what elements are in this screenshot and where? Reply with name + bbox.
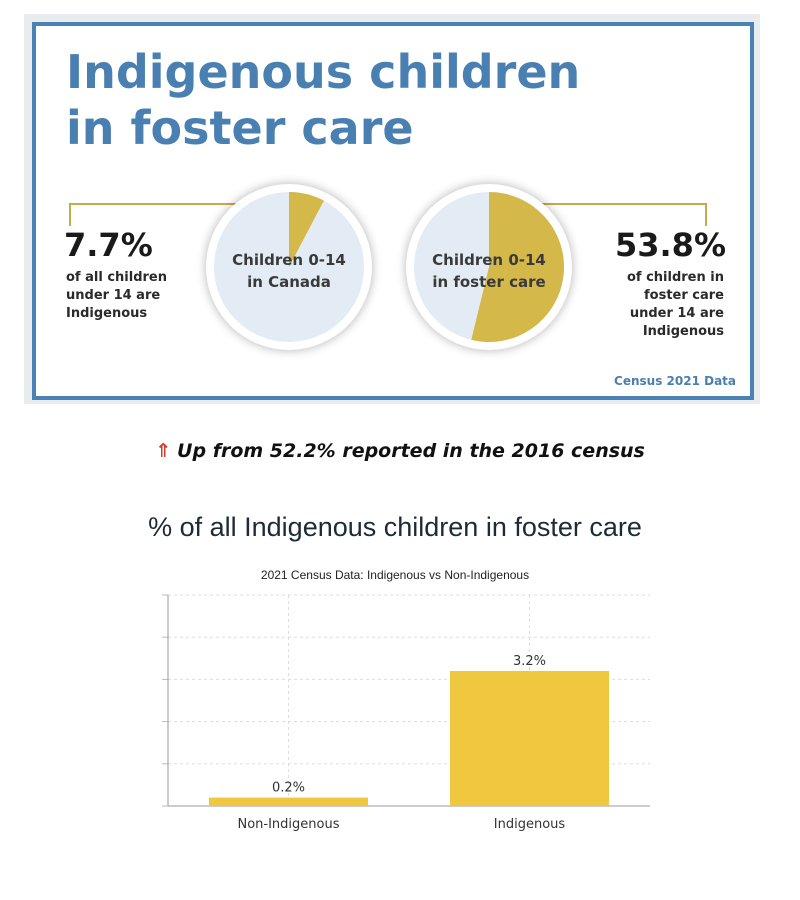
right-stat-percent: 53.8%	[614, 226, 726, 264]
left-stat-line-2: under 14 are	[66, 288, 161, 303]
left-stat-line-3: Indigenous	[66, 306, 148, 321]
foster-pie-label-line-1: Children 0-14	[432, 251, 546, 269]
infographic-frame: Indigenous children in foster care 7.7% …	[32, 22, 754, 400]
infographic-title: Indigenous children in foster care	[66, 45, 581, 155]
leader-lines	[69, 203, 707, 226]
bar-indigenous	[449, 670, 610, 806]
left-stat-line-1: of all children	[66, 270, 167, 285]
source-note: Census 2021 Data	[614, 374, 736, 388]
canada-pie-label-line-2: in Canada	[247, 273, 331, 291]
bar-non-indigenous	[208, 797, 369, 806]
right-stat-line-4: Indigenous	[642, 324, 724, 339]
x-tick-label: Indigenous	[494, 817, 566, 832]
update-note: ⇑ Up from 52.2% reported in the 2016 cens…	[0, 440, 800, 462]
bar-chart: 0.2% Non-Indigenous 3.2% Indigenous	[162, 594, 650, 832]
right-stat-line-3: under 14 are	[629, 306, 724, 321]
foster-care-pie-chart: Children 0-14 in foster care	[406, 184, 572, 350]
foster-pie-indigenous-slice	[471, 192, 564, 342]
bar-value-label: 3.2%	[513, 654, 546, 669]
canada-pie-label-line-1: Children 0-14	[232, 251, 346, 269]
right-stat-line-2: foster care	[644, 288, 724, 303]
update-note-text: Up from 52.2% reported in the 2016 censu…	[177, 440, 645, 462]
right-leader-line	[536, 203, 707, 226]
up-arrow-icon: ⇑	[155, 440, 172, 462]
x-tick-label: Non-Indigenous	[237, 817, 339, 832]
foster-pie-label-line-2: in foster care	[432, 273, 546, 291]
bar-value-label: 0.2%	[272, 781, 305, 796]
chart-heading: % of all Indigenous children in foster c…	[148, 512, 642, 542]
left-leader-line	[69, 203, 306, 226]
infographic-panel: Indigenous children in foster care 7.7% …	[24, 14, 760, 404]
left-stat-percent: 7.7%	[64, 226, 153, 264]
right-stat-line-1: of children in	[626, 270, 724, 285]
canada-pie-chart: Children 0-14 in Canada	[206, 184, 372, 350]
canada-pie-indigenous-slice	[289, 192, 324, 267]
chart-subtitle: 2021 Census Data: Indigenous vs Non-Indi…	[260, 568, 530, 582]
